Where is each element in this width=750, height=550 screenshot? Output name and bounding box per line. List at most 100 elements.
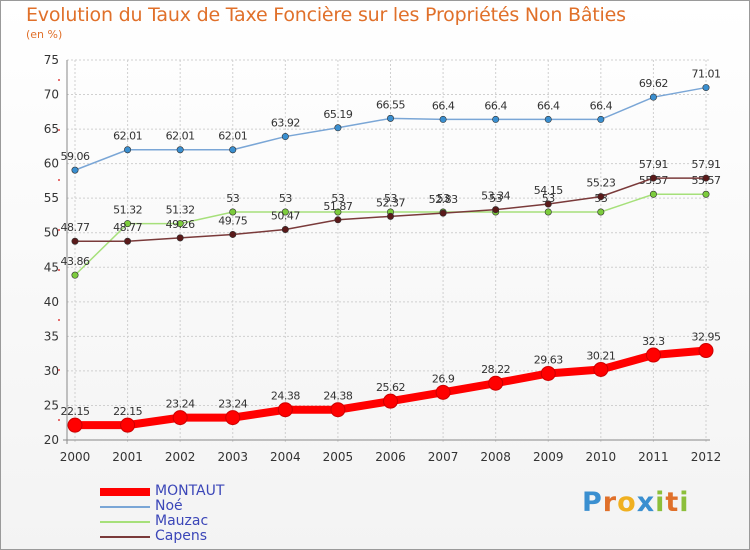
data-label-noe: 69.62 bbox=[639, 77, 668, 90]
x-tick-label: 2010 bbox=[586, 450, 617, 464]
data-label-noe: 62.01 bbox=[166, 130, 195, 143]
data-label-noe: 66.4 bbox=[432, 99, 455, 112]
y-tick-label: 25 bbox=[44, 398, 59, 412]
data-point-noe bbox=[544, 115, 552, 123]
data-point-mauzac bbox=[544, 208, 552, 216]
data-label-mauzac: 53 bbox=[542, 192, 555, 205]
data-label-noe: 66.4 bbox=[484, 99, 507, 112]
data-point-capens bbox=[229, 230, 237, 238]
y-tick-label: 65 bbox=[44, 122, 59, 136]
x-tick-label: 2004 bbox=[270, 450, 301, 464]
data-point-mauzac bbox=[229, 208, 237, 216]
x-tick-label: 2003 bbox=[217, 450, 248, 464]
data-label-noe: 66.55 bbox=[376, 98, 405, 111]
legend-label-montaut: MONTAUT bbox=[155, 483, 225, 499]
data-label-capens: 52.37 bbox=[376, 196, 405, 209]
data-label-noe: 71.01 bbox=[692, 68, 721, 81]
data-label-noe: 63.92 bbox=[271, 117, 300, 130]
data-point-noe bbox=[492, 115, 500, 123]
y-tick-label: 50 bbox=[44, 226, 59, 240]
data-point-capens bbox=[702, 174, 710, 182]
data-label-mauzac: 51.32 bbox=[113, 204, 142, 217]
data-point-capens bbox=[176, 234, 184, 242]
data-label-capens: 53.34 bbox=[481, 190, 510, 203]
data-point-montaut bbox=[330, 402, 346, 418]
data-point-capens bbox=[334, 216, 342, 224]
data-point-noe bbox=[334, 124, 342, 132]
data-point-capens bbox=[386, 212, 394, 220]
legend-label-noe: Noé bbox=[155, 498, 183, 514]
x-tick-label: 2007 bbox=[428, 450, 459, 464]
data-label-montaut: 22.15 bbox=[61, 405, 90, 418]
chart-subtitle: (en %) bbox=[26, 28, 63, 41]
data-point-mauzac bbox=[124, 220, 132, 228]
x-tick-label: 2001 bbox=[112, 450, 143, 464]
logo-letter: t bbox=[665, 487, 680, 518]
legend-swatch-montaut bbox=[100, 488, 150, 496]
data-point-montaut bbox=[540, 365, 556, 381]
logo-letter: r bbox=[602, 487, 618, 518]
data-point-noe bbox=[124, 146, 132, 154]
data-point-mauzac bbox=[176, 220, 184, 228]
data-point-montaut bbox=[435, 384, 451, 400]
data-point-capens bbox=[597, 193, 605, 201]
data-label-montaut: 25.62 bbox=[376, 381, 405, 394]
data-label-capens: 57.91 bbox=[639, 158, 668, 171]
data-point-capens bbox=[281, 225, 289, 233]
data-label-capens: 57.91 bbox=[692, 158, 721, 171]
data-label-mauzac: 53 bbox=[384, 192, 397, 205]
y-tick-label: 20 bbox=[44, 433, 59, 447]
y-tick-label: 40 bbox=[44, 295, 59, 309]
data-label-mauzac: 53 bbox=[437, 192, 450, 205]
data-point-montaut bbox=[383, 393, 398, 409]
data-point-mauzac bbox=[649, 190, 657, 198]
y-tick-label: 70 bbox=[44, 88, 59, 102]
data-label-mauzac: 53 bbox=[279, 192, 292, 205]
data-point-noe bbox=[71, 166, 79, 174]
data-label-capens: 50.47 bbox=[271, 209, 300, 222]
data-label-noe: 66.4 bbox=[537, 99, 560, 112]
data-label-montaut: 22.15 bbox=[113, 405, 142, 418]
data-label-montaut: 29.63 bbox=[534, 353, 563, 366]
data-point-noe bbox=[702, 84, 710, 92]
data-label-noe: 62.01 bbox=[218, 130, 247, 143]
data-label-capens: 54.15 bbox=[534, 184, 563, 197]
logo-letter: x bbox=[636, 487, 656, 518]
data-label-montaut: 23.24 bbox=[218, 398, 247, 411]
y-tick-label: 55 bbox=[44, 191, 59, 205]
data-label-montaut: 24.38 bbox=[271, 390, 300, 403]
x-tick-label: 2005 bbox=[323, 450, 354, 464]
data-label-capens: 49.75 bbox=[218, 214, 247, 227]
data-point-capens bbox=[71, 237, 79, 245]
data-point-capens bbox=[439, 209, 447, 217]
legend-label-capens: Capens bbox=[155, 528, 208, 544]
data-label-montaut: 24.38 bbox=[323, 390, 352, 403]
data-label-capens: 51.87 bbox=[323, 200, 352, 213]
legend-swatch-mauzac bbox=[100, 521, 150, 523]
y-tick-label: 35 bbox=[44, 329, 59, 343]
data-point-capens bbox=[649, 174, 657, 182]
data-point-montaut bbox=[488, 375, 504, 391]
data-label-montaut: 23.24 bbox=[166, 398, 195, 411]
y-tick-label: 75 bbox=[44, 53, 59, 67]
x-tick-label: 2006 bbox=[375, 450, 406, 464]
logo-letter: i bbox=[679, 487, 690, 518]
data-label-noe: 66.4 bbox=[590, 99, 613, 112]
data-point-montaut bbox=[172, 410, 188, 426]
data-label-capens: 52.83 bbox=[429, 193, 458, 206]
data-point-montaut bbox=[593, 361, 609, 377]
data-label-montaut: 32.95 bbox=[692, 331, 721, 344]
x-tick-label: 2000 bbox=[60, 450, 91, 464]
chart-title: Evolution du Taux de Taxe Foncière sur l… bbox=[26, 4, 626, 26]
data-label-montaut: 30.21 bbox=[586, 349, 615, 362]
data-point-montaut bbox=[225, 410, 241, 426]
data-label-capens: 49.26 bbox=[166, 218, 195, 231]
data-label-capens: 48.77 bbox=[113, 221, 142, 234]
data-point-capens bbox=[492, 206, 500, 214]
x-tick-label: 2011 bbox=[638, 450, 669, 464]
legend-label-mauzac: Mauzac bbox=[155, 513, 209, 529]
data-label-mauzac: 51.32 bbox=[166, 204, 195, 217]
data-label-montaut: 28.22 bbox=[481, 363, 510, 376]
data-point-mauzac bbox=[334, 208, 342, 216]
